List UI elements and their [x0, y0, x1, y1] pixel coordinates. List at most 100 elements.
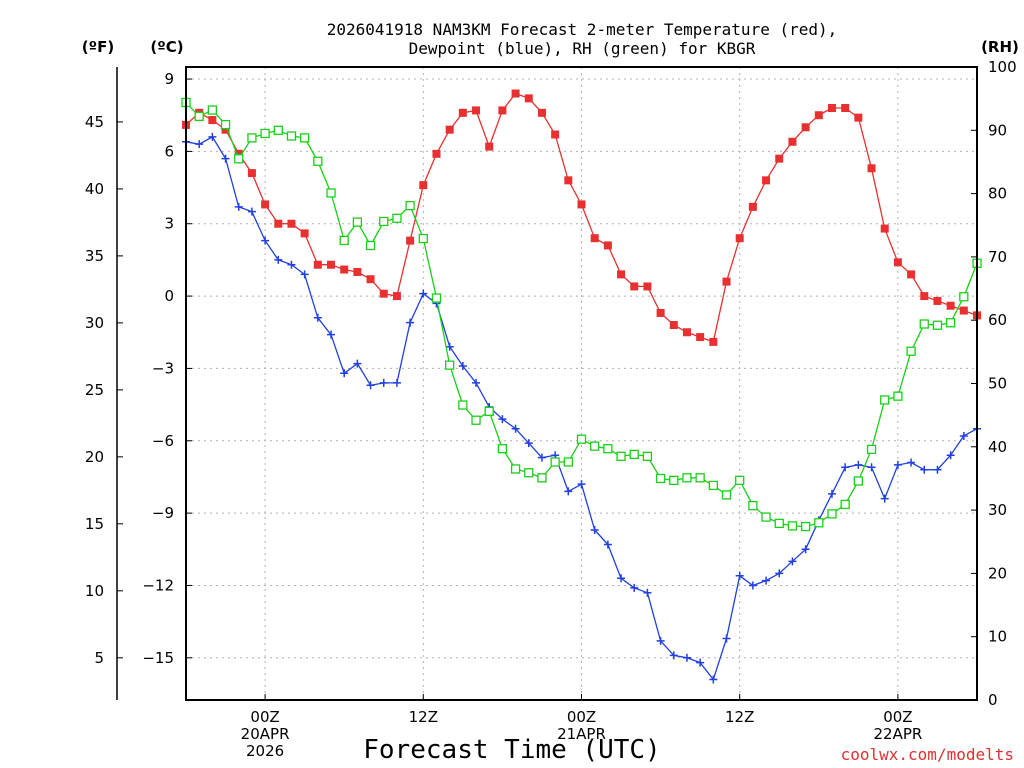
rh-tick-label: 80 — [988, 185, 1007, 203]
temperature-point — [419, 181, 428, 190]
dewpoint-point — [669, 651, 678, 660]
dewpoint-point — [775, 569, 784, 578]
dewpoint-point — [590, 525, 599, 534]
dewpoint-point — [195, 140, 204, 149]
fahrenheit-tick-label: 15 — [85, 515, 104, 533]
rh-point — [800, 521, 811, 532]
rh-point — [721, 490, 732, 500]
rh-point — [379, 216, 389, 227]
rh-tick-label: 40 — [988, 438, 1007, 456]
rh-point — [497, 444, 508, 454]
temperature-point — [920, 292, 929, 301]
dewpoint-point — [722, 634, 731, 643]
time-tick-label: 22APR — [873, 725, 922, 743]
dewpoint-point — [630, 583, 639, 592]
rh-point — [260, 128, 270, 139]
temperature-point — [247, 169, 256, 178]
dewpoint-point — [656, 636, 665, 645]
fahrenheit-tick-label: 5 — [94, 649, 104, 667]
rh-point — [313, 156, 323, 166]
rh-point — [774, 518, 784, 529]
rh-point — [458, 400, 468, 410]
rh-series — [181, 97, 982, 532]
dewpoint-point — [748, 581, 757, 590]
temperature-point — [564, 176, 573, 185]
rh-point — [906, 346, 916, 356]
temperature-point — [643, 282, 652, 291]
temperature-point — [722, 277, 731, 286]
dewpoint-point — [577, 480, 586, 489]
rh-point — [445, 360, 455, 370]
dewpoint-point — [762, 576, 771, 585]
rh-point — [761, 512, 771, 522]
rh-point — [299, 133, 310, 143]
temperature-point — [854, 113, 863, 122]
rh-tick-label: 20 — [988, 564, 1007, 582]
dewpoint-point — [920, 465, 929, 474]
dewpoint-point — [366, 381, 375, 390]
dewpoint-point — [379, 378, 388, 387]
temperature-point — [801, 123, 810, 132]
dewpoint-point — [893, 460, 902, 469]
temperature-point — [696, 333, 705, 342]
temperature-point — [682, 328, 691, 337]
rh-point — [880, 395, 890, 405]
rh-point — [418, 233, 428, 244]
rh-point — [220, 119, 231, 130]
rh-point — [603, 444, 613, 454]
rh-point — [550, 457, 560, 467]
temperature-point — [603, 241, 612, 250]
rh-point — [576, 434, 587, 444]
rh-point — [959, 292, 969, 302]
fahrenheit-axis: 45 40 35 30 25 20 15 10 5 — [85, 113, 123, 667]
rh-point — [510, 464, 521, 474]
rh-point — [616, 451, 626, 461]
dewpoint-point — [801, 545, 810, 554]
dewpoint-point — [300, 270, 309, 279]
rh-point — [431, 293, 442, 303]
dewpoint-point — [564, 487, 573, 496]
temperature-point — [287, 219, 296, 228]
temperature-point — [827, 103, 836, 112]
time-tick-label: 20APR — [241, 725, 290, 743]
celsius-tick-label: −12 — [142, 576, 174, 594]
rh-point — [234, 154, 244, 164]
fahrenheit-unit-label: (ºF) — [82, 38, 114, 56]
rh-point — [392, 213, 402, 223]
fahrenheit-tick-label: 30 — [85, 314, 104, 332]
temperature-point — [630, 282, 639, 291]
rh-point — [563, 457, 573, 467]
temperature-point — [221, 125, 230, 134]
data-series — [181, 89, 982, 684]
rh-point — [840, 499, 850, 510]
celsius-axis: 9 6 3 0 −3 −6 −9 −12 −15 — [142, 70, 192, 667]
temperature-point — [656, 308, 665, 317]
dewpoint-point — [524, 439, 533, 448]
rh-point — [682, 473, 692, 483]
rh-tick-label: 70 — [988, 248, 1007, 266]
dewpoint-point — [313, 313, 322, 322]
x-axis-label: Forecast Time (UTC) — [363, 735, 660, 765]
rh-point — [893, 391, 903, 401]
temperature-point — [234, 149, 243, 158]
dewpoint-point — [867, 463, 876, 472]
time-tick-label: 21APR — [557, 725, 606, 743]
temperature-series — [182, 89, 981, 346]
dewpoint-point — [959, 431, 968, 440]
dewpoint-point — [603, 540, 612, 549]
temperature-point — [511, 89, 520, 98]
rh-point — [590, 441, 600, 451]
rh-point — [932, 320, 943, 330]
fahrenheit-tick-label: 10 — [85, 582, 104, 600]
rh-point — [629, 449, 639, 460]
title-line-2: Dewpoint (blue), RH (green) for KBGR — [409, 39, 756, 58]
dewpoint-point — [907, 458, 916, 467]
dewpoint-point — [735, 571, 744, 580]
rh-point — [814, 518, 824, 528]
rh-point — [695, 473, 705, 483]
rh-point — [537, 473, 547, 483]
rh-point — [853, 476, 863, 486]
